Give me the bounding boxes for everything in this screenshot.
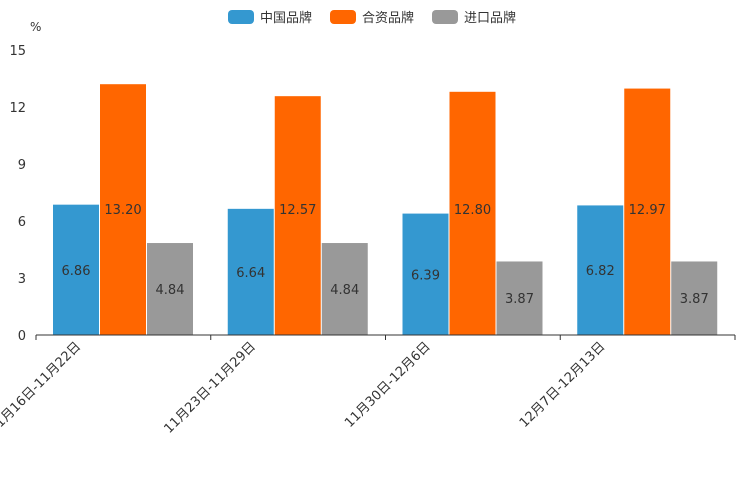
data-label-0-2: 6.39 bbox=[411, 268, 440, 283]
data-label-1-1: 12.57 bbox=[279, 203, 316, 218]
legend-item-china-brand[interactable]: 中国品牌 bbox=[227, 7, 312, 26]
bar-1-0 bbox=[100, 84, 146, 335]
legend-item-jv-brand[interactable]: 合资品牌 bbox=[329, 7, 414, 26]
bar-1-1 bbox=[274, 96, 321, 335]
data-label-0-0: 6.86 bbox=[62, 264, 91, 279]
x-tick-label-1: 11月23日-11月29日 bbox=[161, 339, 258, 436]
x-tick-label-2: 11月30日-12月6日 bbox=[342, 339, 434, 431]
y-tick-label-0: 0 bbox=[18, 329, 26, 344]
data-label-0-3: 6.82 bbox=[586, 264, 615, 279]
data-label-1-2: 12.80 bbox=[454, 203, 491, 218]
y-tick-label-4: 12 bbox=[9, 101, 26, 116]
x-tick-label-0: 11月16日-11月22日 bbox=[0, 339, 84, 436]
legend-label-jv-brand: 合资品牌 bbox=[361, 11, 414, 26]
legend-swatch-import-brand bbox=[432, 9, 458, 24]
data-label-1-3: 12.97 bbox=[629, 203, 666, 218]
bar-0-2 bbox=[402, 213, 449, 335]
data-label-0-1: 6.64 bbox=[236, 266, 265, 281]
y-axis-unit: % bbox=[30, 20, 42, 34]
data-label-2-0: 4.84 bbox=[156, 283, 185, 298]
bar-2-3 bbox=[671, 261, 718, 335]
y-tick-label-3: 9 bbox=[18, 158, 26, 173]
y-tick-label-1: 3 bbox=[18, 272, 26, 287]
y-tick-label-5: 15 bbox=[9, 44, 26, 59]
y-tick-label-2: 6 bbox=[18, 215, 26, 230]
data-label-2-3: 3.87 bbox=[680, 292, 709, 307]
chart-legend: 中国品牌 合资品牌 进口品牌 bbox=[0, 7, 744, 26]
bar-0-1 bbox=[227, 208, 274, 335]
legend-swatch-china-brand bbox=[227, 9, 254, 24]
legend-swatch-jv-brand bbox=[329, 9, 356, 24]
legend-label-china-brand: 中国品牌 bbox=[259, 11, 312, 26]
legend-label-import-brand: 进口品牌 bbox=[464, 11, 517, 26]
x-tick-label-3: 12月7日-12月13日 bbox=[517, 339, 609, 431]
bar-2-2 bbox=[496, 261, 543, 335]
legend-item-import-brand[interactable]: 进口品牌 bbox=[432, 7, 516, 26]
data-label-2-1: 4.84 bbox=[330, 283, 359, 298]
bar-2-0 bbox=[147, 243, 193, 335]
data-label-2-2: 3.87 bbox=[505, 292, 534, 307]
bar-2-1 bbox=[321, 243, 368, 335]
bar-0-3 bbox=[577, 205, 624, 335]
data-label-1-0: 13.20 bbox=[104, 203, 141, 218]
bar-1-2 bbox=[449, 91, 496, 335]
bar-1-3 bbox=[624, 88, 671, 335]
bar-0-0 bbox=[53, 204, 99, 335]
